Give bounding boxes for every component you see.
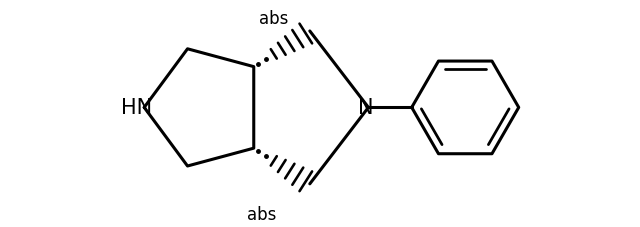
Text: N: N [358,98,374,118]
Text: abs: abs [259,10,289,28]
Text: abs: abs [246,205,276,223]
Text: HN: HN [121,98,152,118]
